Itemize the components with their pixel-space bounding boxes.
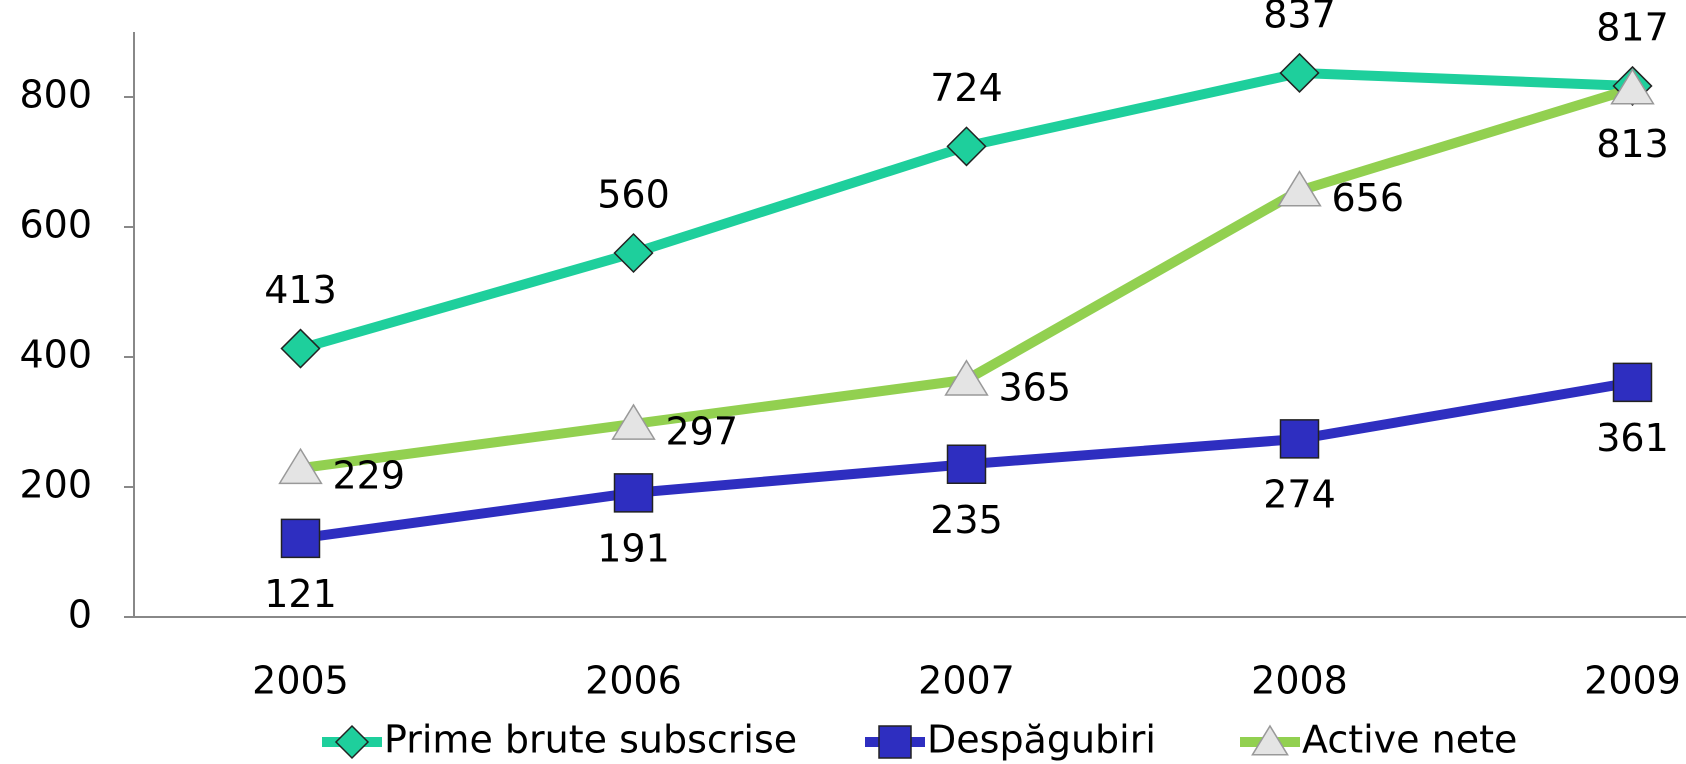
x-tick-label: 2006	[585, 659, 682, 703]
data-label: 191	[597, 526, 670, 570]
point	[946, 126, 987, 167]
series-line	[299, 67, 1633, 354]
y-tick-label: 200	[19, 463, 92, 507]
point	[1610, 68, 1655, 105]
data-label: 274	[1263, 472, 1336, 516]
point	[1277, 170, 1322, 207]
y-tick-label: 0	[68, 593, 92, 637]
y-tick-label: 800	[19, 73, 92, 117]
data-label: 560	[597, 173, 670, 217]
y-tick-label: 600	[19, 203, 92, 247]
point	[944, 359, 989, 396]
data-label: 229	[333, 454, 406, 498]
point	[278, 447, 323, 485]
data-label: 297	[666, 409, 739, 453]
data-label: 817	[1596, 5, 1669, 49]
legend-marker	[334, 724, 370, 760]
x-tick-label: 2005	[252, 659, 349, 703]
x-tick-label: 2009	[1584, 659, 1681, 703]
point	[280, 518, 321, 559]
x-tick-label: 2008	[1251, 659, 1348, 703]
data-label: 724	[930, 66, 1003, 110]
data-label: 361	[1596, 416, 1669, 460]
point	[613, 473, 654, 513]
y-tick-label: 400	[19, 333, 92, 377]
data-label: 365	[999, 365, 1072, 409]
point	[1279, 52, 1320, 94]
legend-marker	[1251, 724, 1289, 756]
legend-label: Despăgubiri	[927, 718, 1156, 762]
data-label: 121	[264, 572, 337, 616]
data-label: 235	[930, 498, 1003, 542]
data-label: 813	[1596, 122, 1669, 166]
data-label: 837	[1263, 0, 1336, 36]
legend-label: Prime brute subscrise	[384, 718, 797, 762]
point	[1279, 419, 1320, 459]
point	[1612, 362, 1653, 403]
point	[611, 403, 656, 440]
point	[946, 444, 987, 484]
data-label: 413	[264, 268, 337, 312]
point	[613, 232, 654, 274]
point	[280, 328, 321, 369]
data-label: 656	[1332, 176, 1405, 220]
legend-marker	[878, 725, 912, 759]
plot: 0 200 400 600 800 2005 2006 2007 2008 2009 413 560 7…	[19, 0, 1686, 762]
x-tick-label: 2007	[918, 659, 1015, 703]
legend-label: Active nete	[1302, 718, 1517, 762]
